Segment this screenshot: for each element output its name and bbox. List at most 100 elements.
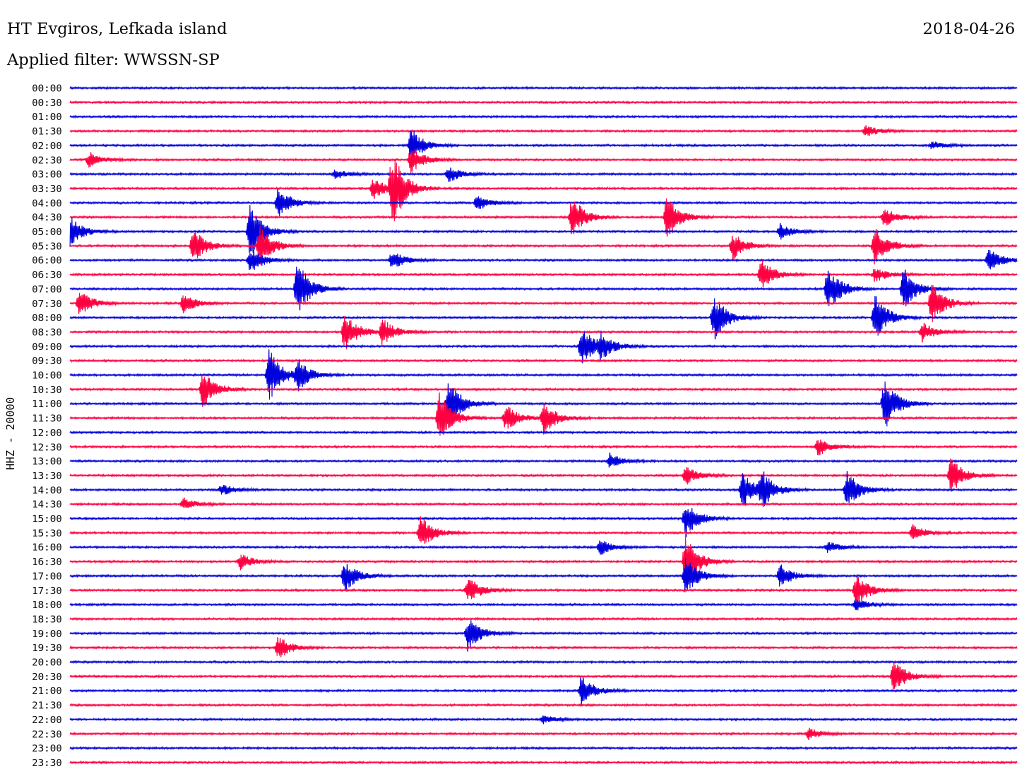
time-tick-label: 02:30 bbox=[32, 155, 62, 166]
trace-row-0130 bbox=[69, 125, 1018, 136]
trace-row-0030 bbox=[69, 100, 1018, 105]
time-tick-label: 00:30 bbox=[32, 98, 62, 109]
time-tick-label: 10:00 bbox=[32, 371, 62, 382]
time-tick-label: 06:30 bbox=[32, 270, 62, 281]
trace-row-2000 bbox=[69, 659, 1018, 665]
time-tick-label: 22:30 bbox=[32, 729, 62, 740]
trace-row-1230 bbox=[69, 439, 1018, 456]
trace-row-0430 bbox=[69, 198, 1018, 237]
trace-row-1830 bbox=[69, 616, 1018, 622]
trace-row-2030 bbox=[69, 661, 1018, 690]
time-tick-label: 08:30 bbox=[32, 327, 62, 338]
time-tick-label: 22:00 bbox=[32, 715, 62, 726]
time-tick-label: 21:30 bbox=[32, 701, 62, 712]
time-tick-label: 09:30 bbox=[32, 356, 62, 367]
time-tick-label: 03:00 bbox=[32, 170, 62, 181]
time-tick-label: 07:00 bbox=[32, 284, 62, 295]
trace-row-0800 bbox=[69, 295, 1018, 340]
trace-row-0400 bbox=[69, 189, 1018, 217]
time-tick-label: 15:30 bbox=[32, 528, 62, 539]
trace-row-0230 bbox=[69, 150, 1018, 173]
time-tick-label: 00:00 bbox=[32, 84, 62, 95]
time-tick-label: 15:00 bbox=[32, 514, 62, 525]
time-tick-label: 14:00 bbox=[32, 485, 62, 496]
trace-row-1730 bbox=[69, 575, 1018, 606]
trace-row-1330 bbox=[69, 458, 1018, 492]
time-tick-label: 12:30 bbox=[32, 442, 62, 453]
time-tick-label: 20:00 bbox=[32, 658, 62, 669]
time-tick-label: 08:00 bbox=[32, 313, 62, 324]
time-tick-label: 23:00 bbox=[32, 744, 62, 755]
time-tick-label: 10:30 bbox=[32, 385, 62, 396]
trace-row-0100 bbox=[69, 114, 1018, 119]
trace-row-1500 bbox=[69, 508, 1018, 538]
time-tick-label: 05:00 bbox=[32, 227, 62, 238]
trace-row-2300 bbox=[69, 745, 1018, 751]
trace-row-0930 bbox=[69, 358, 1018, 363]
time-tick-label: 18:30 bbox=[32, 614, 62, 625]
trace-row-0200 bbox=[69, 130, 1018, 161]
time-tick-label: 02:00 bbox=[32, 141, 62, 152]
time-tick-label: 01:00 bbox=[32, 112, 62, 123]
trace-row-0300 bbox=[69, 167, 1018, 182]
trace-row-0330 bbox=[69, 159, 1018, 222]
trace-row-2230 bbox=[69, 727, 1018, 741]
time-tick-label: 17:00 bbox=[32, 571, 62, 582]
time-tick-label: 21:00 bbox=[32, 686, 62, 697]
trace-row-0000 bbox=[69, 85, 1018, 91]
trace-row-1130 bbox=[69, 392, 1018, 436]
time-tick-label: 11:30 bbox=[32, 414, 62, 425]
trace-row-1400 bbox=[69, 471, 1018, 507]
time-tick-label: 09:00 bbox=[32, 342, 62, 353]
trace-row-1700 bbox=[69, 557, 1018, 593]
time-tick-label: 18:00 bbox=[32, 600, 62, 611]
trace-row-0730 bbox=[69, 284, 1018, 323]
time-tick-label: 23:30 bbox=[32, 758, 62, 769]
trace-row-1600 bbox=[69, 540, 1018, 555]
time-tick-label: 13:30 bbox=[32, 471, 62, 482]
trace-row-2130 bbox=[69, 702, 1018, 708]
trace-row-1200 bbox=[69, 430, 1018, 435]
time-tick-label: 11:00 bbox=[32, 399, 62, 410]
trace-row-1300 bbox=[69, 452, 1018, 468]
trace-row-1900 bbox=[69, 620, 1018, 652]
trace-row-0830 bbox=[69, 316, 1018, 350]
trace-row-2100 bbox=[69, 677, 1018, 706]
time-tick-label: 19:30 bbox=[32, 643, 62, 654]
time-tick-label: 16:30 bbox=[32, 557, 62, 568]
time-tick-label: 07:30 bbox=[32, 299, 62, 310]
station-title: HT Evgiros, Lefkada island bbox=[7, 19, 228, 38]
time-tick-label: 05:30 bbox=[32, 241, 62, 252]
time-tick-label: 20:30 bbox=[32, 672, 62, 683]
trace-row-0600 bbox=[69, 249, 1018, 271]
date-label: 2018-04-26 bbox=[922, 19, 1015, 38]
trace-row-1030 bbox=[69, 374, 1018, 408]
time-tick-label: 17:30 bbox=[32, 586, 62, 597]
trace-row-1430 bbox=[69, 497, 1018, 508]
trace-row-0500 bbox=[69, 204, 1018, 253]
time-tick-label: 06:00 bbox=[32, 256, 62, 267]
time-tick-label: 16:00 bbox=[32, 543, 62, 554]
time-tick-label: 01:30 bbox=[32, 127, 62, 138]
trace-row-1100 bbox=[69, 381, 1018, 428]
time-tick-label: 03:30 bbox=[32, 184, 62, 195]
trace-row-2330 bbox=[69, 760, 1018, 765]
time-tick-label: 12:00 bbox=[32, 428, 62, 439]
filter-label: Applied filter: WWSSN-SP bbox=[7, 50, 220, 69]
trace-row-1930 bbox=[69, 637, 1018, 658]
trace-row-0530 bbox=[69, 226, 1018, 265]
trace-row-1800 bbox=[69, 599, 1018, 611]
trace-row-0900 bbox=[69, 330, 1018, 364]
trace-row-0700 bbox=[69, 266, 1018, 311]
trace-row-1000 bbox=[69, 349, 1018, 400]
time-tick-label: 14:30 bbox=[32, 500, 62, 511]
time-tick-label: 04:30 bbox=[32, 213, 62, 224]
trace-row-2200 bbox=[69, 715, 1018, 725]
time-tick-label: 13:00 bbox=[32, 457, 62, 468]
time-tick-label: 19:00 bbox=[32, 629, 62, 640]
time-tick-label: 04:00 bbox=[32, 198, 62, 209]
trace-row-0630 bbox=[69, 260, 1018, 288]
trace-row-1530 bbox=[69, 516, 1018, 544]
trace-row-1630 bbox=[69, 533, 1018, 587]
